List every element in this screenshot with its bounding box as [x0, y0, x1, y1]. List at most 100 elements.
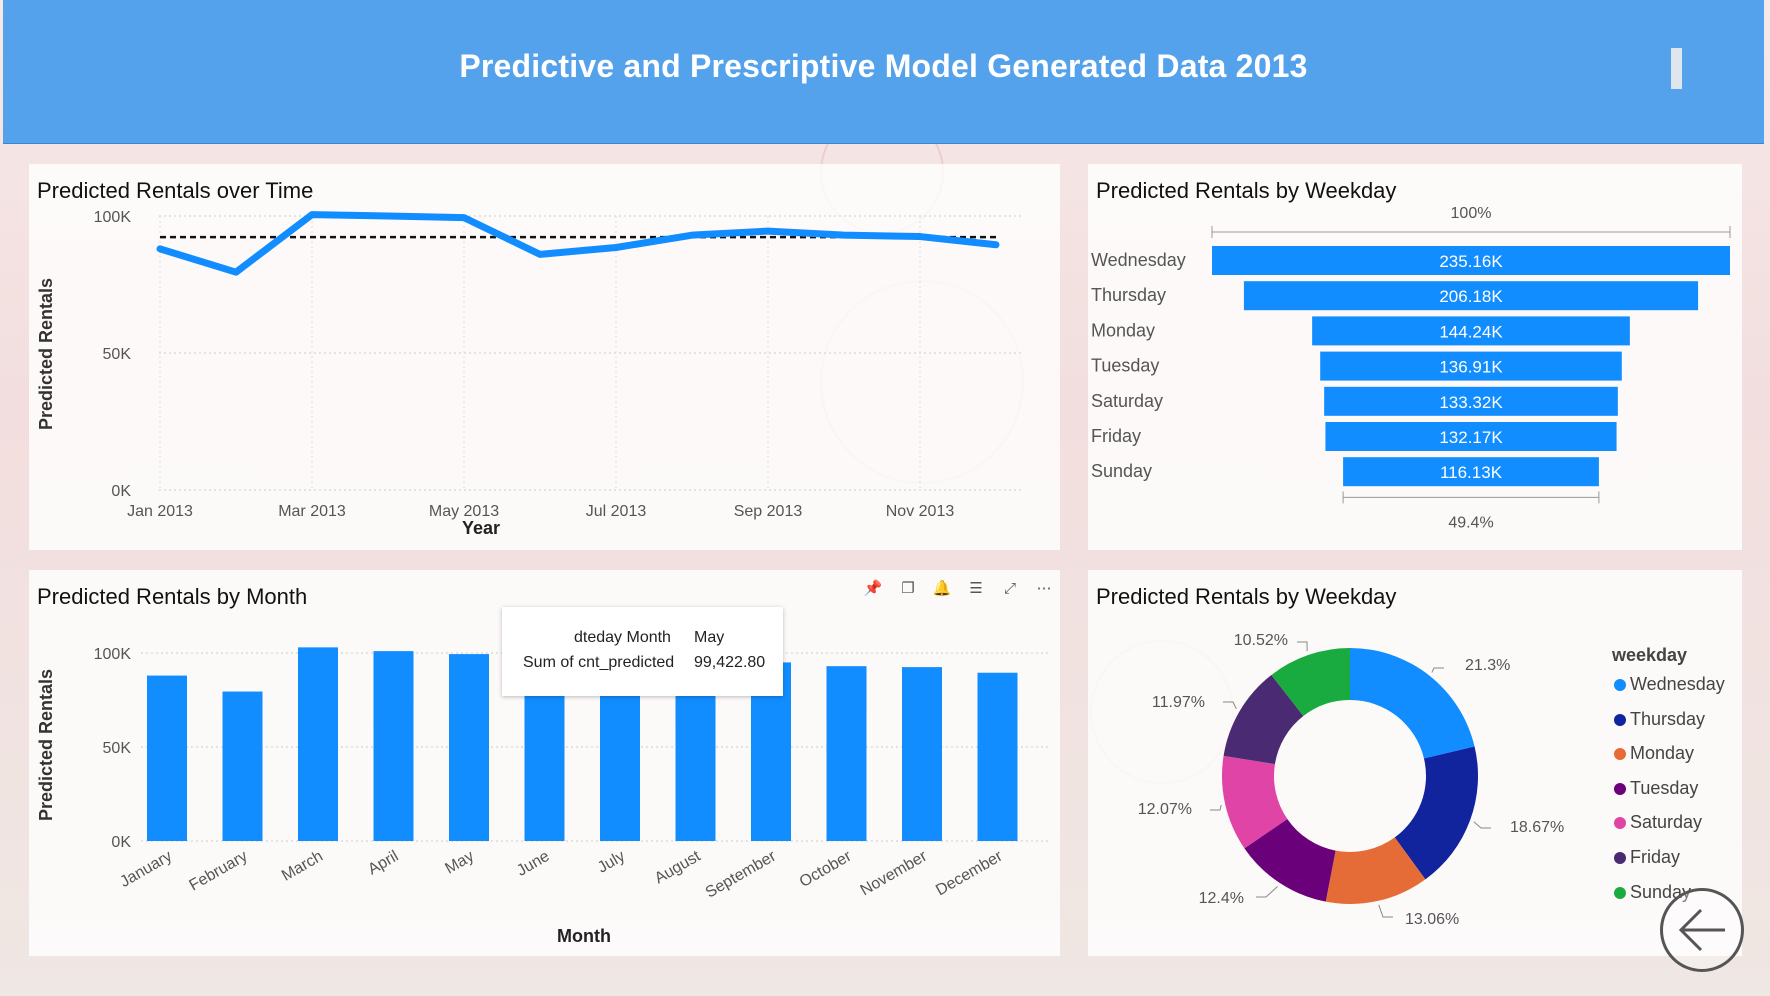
funnel-data-label: 132.17K — [1439, 428, 1503, 447]
funnel-bar — [1343, 457, 1599, 487]
donut-data-label: 13.06% — [1405, 911, 1459, 928]
funnel-category-label: Monday — [1091, 320, 1155, 340]
report-title: Predictive and Prescriptive Model Genera… — [459, 48, 1308, 84]
y-tick-label: 0K — [111, 483, 131, 500]
arrow-left-icon — [1678, 908, 1725, 952]
funnel-category-label: Tuesday — [1091, 356, 1159, 376]
series-line — [156, 211, 1000, 276]
donut-slice — [1222, 755, 1288, 849]
donut-slice — [1325, 837, 1426, 904]
donut-leader-line — [1210, 804, 1222, 811]
legend-color-dot — [1614, 679, 1626, 691]
legend-item[interactable]: Saturday — [1614, 812, 1702, 833]
funnel-chart-panel[interactable]: Predicted Rentals by Weekday 100% 235.16K… — [1088, 164, 1742, 550]
pin-icon[interactable]: 📌 — [863, 580, 883, 597]
x-tick-label: October — [797, 847, 855, 891]
y-tick-label: 100K — [94, 646, 132, 663]
x-tick-label: December — [933, 847, 1006, 899]
y-axis-title: Predicted Rentals — [36, 278, 56, 430]
legend-item[interactable]: Friday — [1614, 847, 1680, 868]
legend-label: Saturday — [1630, 812, 1703, 833]
x-tick-label: May — [442, 848, 477, 878]
tooltip-value-sum: 99,422.80 — [694, 654, 766, 671]
x-tick-label: January — [117, 848, 175, 891]
month-bar — [826, 666, 867, 841]
tooltip-label-month: dteday Month — [574, 629, 671, 646]
funnel-data-label: 235.16K — [1439, 252, 1503, 271]
x-tick-label: August — [652, 847, 704, 887]
header-handle[interactable] — [1671, 48, 1682, 89]
donut-leader-line — [1256, 886, 1278, 898]
funnel-bar — [1325, 422, 1617, 451]
line-chart-panel[interactable]: Predicted Rentals over Time 0K 50K 100K Jan… — [29, 164, 1060, 550]
back-button[interactable] — [1660, 888, 1744, 972]
funnel-category-label: Friday — [1091, 426, 1141, 446]
legend-item[interactable]: Thursday — [1614, 709, 1705, 730]
month-bar — [524, 679, 565, 841]
more-icon[interactable]: ⋯ — [1036, 580, 1052, 597]
expand-icon[interactable]: ⤢ — [1003, 580, 1016, 597]
donut-slice — [1271, 648, 1350, 717]
funnel-bar — [1320, 351, 1622, 381]
donut-data-label: 12.4% — [1199, 890, 1244, 907]
donut-leader-line — [1473, 821, 1491, 829]
x-axis-title: Year — [462, 518, 500, 538]
funnel-bar — [1312, 316, 1630, 346]
month-bar — [600, 674, 640, 841]
donut-slice — [1350, 648, 1475, 759]
donut-data-label: 12.07% — [1138, 801, 1192, 818]
x-tick-label: May 2013 — [429, 503, 499, 520]
month-bar — [449, 654, 489, 841]
funnel-category-label: Sunday — [1091, 461, 1152, 481]
line-chart-title: Predicted Rentals over Time — [37, 178, 314, 203]
funnel-bar — [1243, 281, 1699, 311]
copy-icon[interactable]: ❐ — [901, 580, 915, 597]
legend-title: weekday — [1612, 645, 1688, 665]
filter-icon[interactable]: ☰ — [969, 580, 983, 597]
tooltip: dteday Month May Sum of cnt_predicted 99… — [502, 607, 783, 696]
month-bar — [222, 691, 263, 841]
funnel-chart[interactable]: 100% 235.16K Wednesday 206.18K Thursday 144.2… — [1088, 164, 1742, 550]
x-tick-label: September — [703, 847, 780, 901]
funnel-category-label: Saturday — [1091, 391, 1163, 411]
donut-chart[interactable]: 21.3% 18.67% 13.06% 12.4% 12.07% 11.97% 10.52% — [1088, 570, 1742, 956]
donut-leader-line — [1431, 667, 1444, 673]
x-tick-label: November — [858, 847, 931, 899]
donut-chart-panel[interactable]: Predicted Rentals by Weekday 21.3% 18.67%… — [1088, 570, 1742, 956]
bell-icon[interactable]: 🔔 — [932, 580, 952, 597]
funnel-data-label: 136.91K — [1439, 358, 1503, 377]
line-chart[interactable]: 0K 50K 100K Jan 2013 Mar 2013 May 2013 Jul 201… — [29, 164, 1060, 550]
y-tick-label: 100K — [94, 209, 132, 226]
donut-slice — [1394, 746, 1478, 880]
y-tick-label: 0K — [111, 834, 131, 851]
funnel-chart-title: Predicted Rentals by Weekday — [1096, 178, 1397, 203]
funnel-category-label: Wednesday — [1091, 250, 1186, 270]
legend-label: Monday — [1630, 743, 1695, 764]
donut-data-label: 18.67% — [1510, 819, 1564, 836]
legend-color-dot — [1614, 782, 1626, 795]
legend-item[interactable]: Tuesday — [1614, 778, 1698, 799]
report-header: Predictive and Prescriptive Model Genera… — [3, 0, 1764, 144]
x-tick-label: Jan 2013 — [127, 503, 193, 520]
funnel-data-label: 144.24K — [1439, 322, 1503, 341]
legend-item[interactable]: Monday — [1614, 743, 1694, 764]
legend-color-dot — [1614, 886, 1626, 899]
y-tick-label: 50K — [103, 740, 132, 757]
funnel-category-label: Thursday — [1091, 285, 1166, 305]
donut-leader-line — [1378, 904, 1393, 918]
donut-data-label: 11.97% — [1152, 694, 1205, 711]
month-bar — [298, 647, 338, 841]
legend-color-dot — [1614, 852, 1626, 864]
donut-data-label: 10.52% — [1234, 632, 1288, 649]
donut-slice — [1244, 818, 1336, 902]
funnel-data-label: 116.13K — [1440, 463, 1503, 482]
x-tick-label: March — [279, 848, 326, 885]
month-bar — [373, 651, 414, 841]
legend-item[interactable]: Wednesday — [1614, 674, 1725, 695]
y-axis-title: Predicted Rentals — [36, 669, 56, 821]
bar-chart[interactable]: 0K 50K 100K January February March April May Jun… — [29, 570, 1060, 956]
tooltip-value-month: May — [694, 629, 725, 646]
legend-label: Thursday — [1630, 708, 1706, 729]
funnel-bottom-percent: 49.4% — [1448, 514, 1493, 531]
x-tick-label: Jul 2013 — [586, 503, 647, 520]
